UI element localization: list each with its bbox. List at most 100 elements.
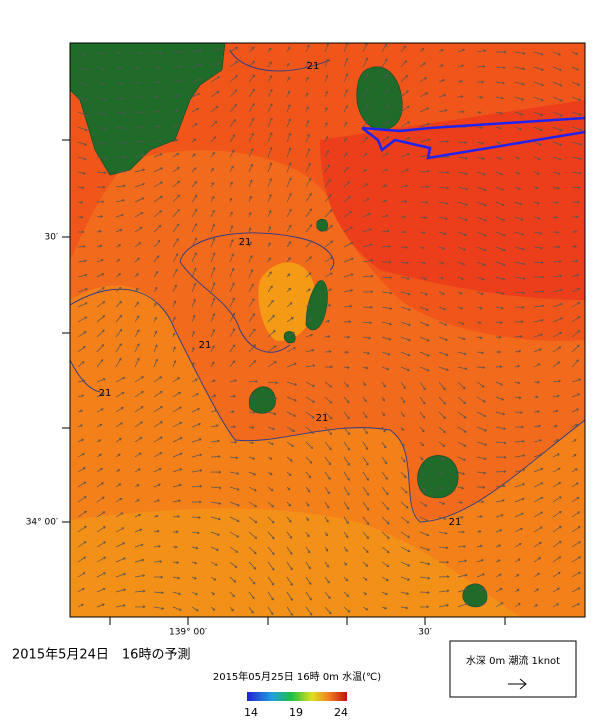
current-arrow [172,576,181,580]
current-arrow [172,124,178,128]
current-arrow [495,96,504,100]
current-arrow [457,321,465,325]
current-arrow [248,328,256,338]
current-arrow [495,411,506,416]
current-arrow [381,136,390,143]
current-arrow [476,587,486,593]
current-arrow [191,78,202,83]
current-arrow [248,441,255,445]
current-arrow [495,484,506,488]
current-arrow [476,500,485,504]
current-arrow [134,154,146,158]
current-arrow [381,152,389,158]
current-arrow [229,328,236,338]
current-arrow [77,541,87,548]
x-label: 139° 00′ [169,628,207,638]
current-arrow [153,344,158,353]
current-arrow [381,321,393,326]
current-arrow [533,410,540,414]
current-arrow [552,511,562,518]
current-arrow [324,576,330,584]
current-arrow [191,298,196,308]
current-arrow [533,482,544,488]
current-arrow [77,379,86,383]
current-arrow [305,576,312,586]
current-arrow [476,515,483,519]
current-arrow [248,501,258,508]
current-arrow [438,336,448,342]
current-arrow [514,396,522,400]
current-arrow [248,179,253,188]
current-arrow [191,408,201,413]
current-arrow [343,381,349,388]
current-arrow [552,572,561,578]
current-arrow [96,51,104,56]
current-arrow [305,134,310,143]
current-arrow [514,231,525,236]
current-arrow [229,165,234,173]
current-arrow [191,153,196,158]
current-arrow [267,257,271,263]
current-arrow [115,453,121,458]
current-arrow [438,291,446,295]
current-arrow [134,273,139,278]
current-arrow [495,559,501,563]
current-arrow [77,141,88,146]
current-arrow [552,587,560,593]
caption: 2015年5月24日 16時の予測 [12,648,190,663]
current-arrow [172,268,178,278]
current-arrow [229,89,238,98]
current-arrow [172,79,182,83]
current-arrow [191,516,201,519]
current-arrow [134,182,146,188]
current-arrow [514,291,526,295]
current-arrow [343,335,351,339]
current-arrow [476,471,487,475]
current-arrow [400,516,410,524]
current-arrow [248,591,255,600]
current-arrow [115,259,121,263]
current-arrow [457,186,469,191]
current-arrow [533,318,544,323]
current-arrow [134,589,146,593]
current-arrow [267,209,272,218]
current-arrow [210,379,216,383]
current-arrow [533,511,544,518]
current-arrow [457,530,465,534]
island [248,386,276,414]
current-arrow [96,482,104,488]
current-arrow [476,544,483,548]
current-arrow [362,336,372,340]
current-arrow [96,141,108,146]
current-arrow [134,51,142,55]
current-arrow [248,395,258,399]
current-arrow [115,328,123,338]
current-arrow [533,275,545,279]
current-arrow [96,273,105,278]
current-arrow [381,199,388,203]
current-arrow [400,411,405,418]
current-arrow [153,167,163,173]
current-arrow [571,215,579,219]
current-arrow [476,201,487,207]
current-arrow [267,361,277,368]
current-arrow [495,514,504,518]
current-arrow [514,439,525,443]
current-arrow [172,499,182,503]
current-arrow [153,195,163,203]
current-arrow [362,72,369,83]
current-arrow [115,438,122,443]
current-arrow [400,576,410,581]
current-arrow [77,302,88,308]
current-arrow [457,246,467,251]
current-arrow [115,213,124,218]
current-arrow [495,396,505,401]
current-arrow [400,168,410,173]
current-arrow [115,357,122,368]
current-arrow [381,88,389,98]
current-arrow [134,197,145,203]
current-arrow [514,111,524,116]
current-arrow [229,197,233,203]
current-arrow [438,171,450,175]
current-arrow [286,147,292,158]
